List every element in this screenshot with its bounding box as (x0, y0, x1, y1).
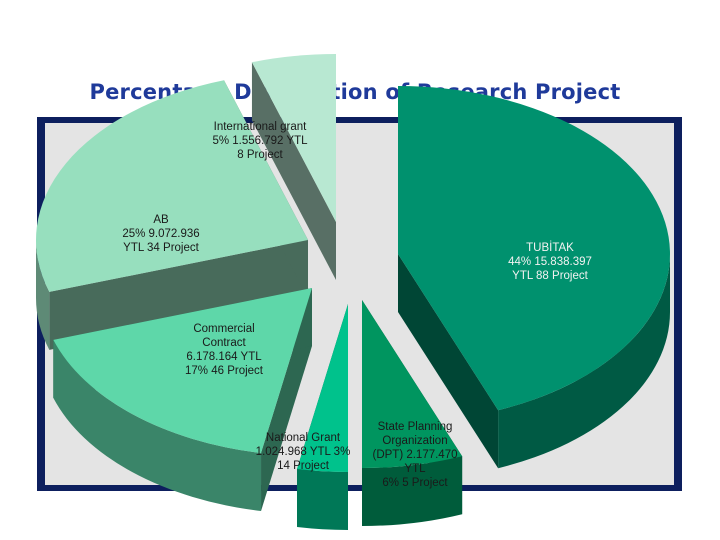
slice-label: Commercial Contract 6.178.164 YTL 17% 46 Pr… (185, 323, 264, 377)
slice-label: National Grant 1.024.968 YTL 3% 14 Project (256, 432, 351, 472)
pie-slice-side (498, 254, 670, 469)
slice-label: State Planning Organization (DPT) 2.177.47… (372, 421, 457, 489)
slice-label-line: AB (153, 214, 169, 226)
slice-label-line: 8 Project (237, 149, 283, 161)
pie-labels: TUBİTAK 44% 15.838.397 YTL 88 Project State… (122, 121, 592, 489)
pie-tops (35, 54, 671, 472)
slice-label-line: 5% 1.556.792 YTL (212, 135, 308, 147)
slice-label-line: YTL (404, 463, 426, 475)
pie-slice-side (362, 456, 463, 526)
slice-label-line: National Grant (266, 432, 341, 444)
pie-slice-state-planning-organization-dpt[interactable] (362, 300, 463, 468)
slice-label-line: 14 Project (277, 460, 330, 472)
pie-slice-wall (251, 62, 336, 280)
slice-label: International grant 5% 1.556.792 YTL 8 Pro… (212, 121, 308, 161)
pie-slice-international-grant[interactable] (251, 54, 336, 222)
slice-label-line: International grant (214, 121, 308, 133)
slice-label-line: YTL 34 Project (123, 242, 199, 254)
slice-label-line: 6% 5 Project (382, 477, 448, 489)
slice-label-line: Organization (382, 435, 447, 447)
slice-label-line: 6.178.164 YTL (186, 351, 262, 363)
slice-label-line: (DPT) 2.177.470 (372, 449, 457, 461)
slice-label: TUBİTAK 44% 15.838.397 YTL 88 Project (508, 241, 592, 282)
pie-slice-ab[interactable] (35, 80, 308, 292)
slice-label-line: TUBİTAK (526, 241, 574, 254)
slice-label-line: 25% 9.072.936 (122, 228, 199, 240)
pie-slice-national-grant[interactable] (297, 304, 348, 472)
pie-slice-side (297, 469, 348, 530)
pie-slice-wall (49, 240, 309, 350)
slice-label-line: 44% 15.838.397 (508, 256, 592, 268)
pie-slice-commercial-contract[interactable] (53, 288, 313, 454)
pie-slice-side (36, 240, 50, 350)
slice-label-line: 17% 46 Project (185, 365, 264, 377)
pie-slice-wall (398, 254, 499, 469)
slice-label-line: YTL 88 Project (512, 270, 588, 282)
pie-slice-tubi-tak[interactable] (398, 86, 671, 411)
pie-slice-side (53, 339, 262, 512)
slice-label: AB 25% 9.072.936 YTL 34 Project (122, 214, 199, 254)
slice-label-line: Commercial (193, 323, 254, 335)
slice-label-line: State Planning (378, 421, 453, 433)
slice-label-line: 1.024.968 YTL 3% (256, 446, 351, 458)
slice-label-line: Contract (202, 337, 246, 349)
